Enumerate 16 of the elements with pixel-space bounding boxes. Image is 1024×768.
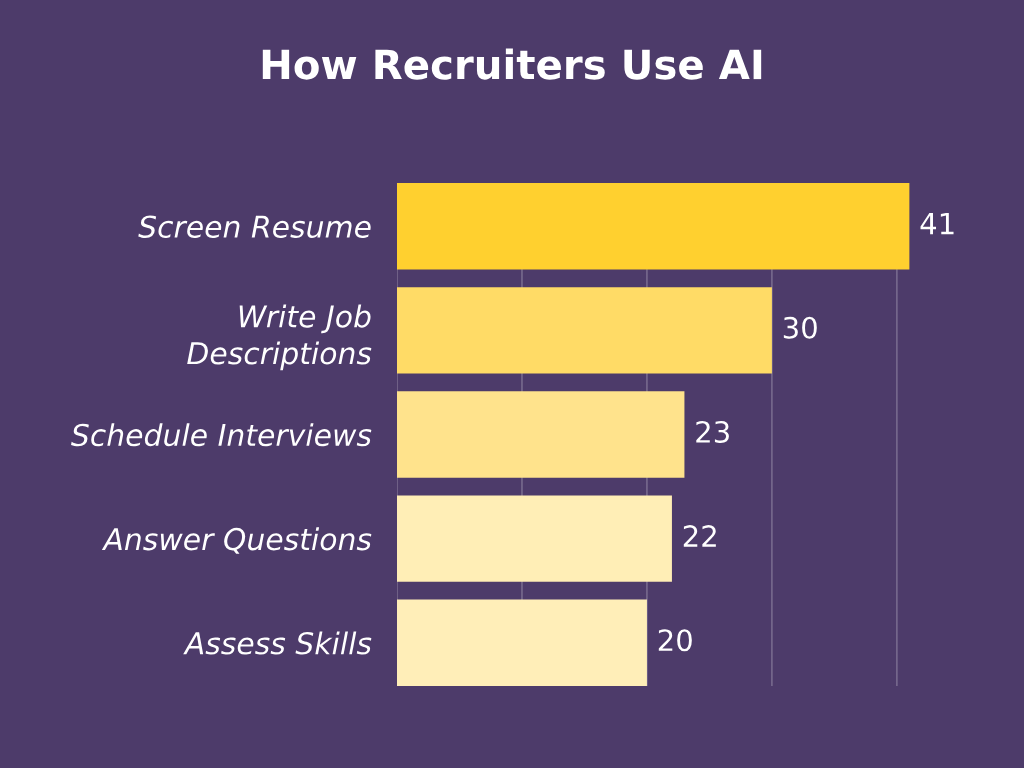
bar [397,391,685,478]
bar [397,495,672,582]
data-label: 30 [783,316,817,339]
data-label: 23 [696,420,729,443]
bar [397,599,647,686]
y-tick-label: Screen Resume [138,215,371,238]
y-tick-label: Schedule Interviews [71,423,372,447]
data-label: 22 [683,525,716,547]
y-tick-label: Write Job Descriptions [187,304,372,371]
data-label: 20 [658,629,692,652]
y-tick-label: Answer Questions [101,527,372,554]
chart-title: How Recruiters Use AI [262,48,762,80]
data-label: 41 [920,213,954,235]
y-tick-label: Assess Skills [183,631,372,655]
bar [397,287,772,374]
bar [397,183,910,270]
